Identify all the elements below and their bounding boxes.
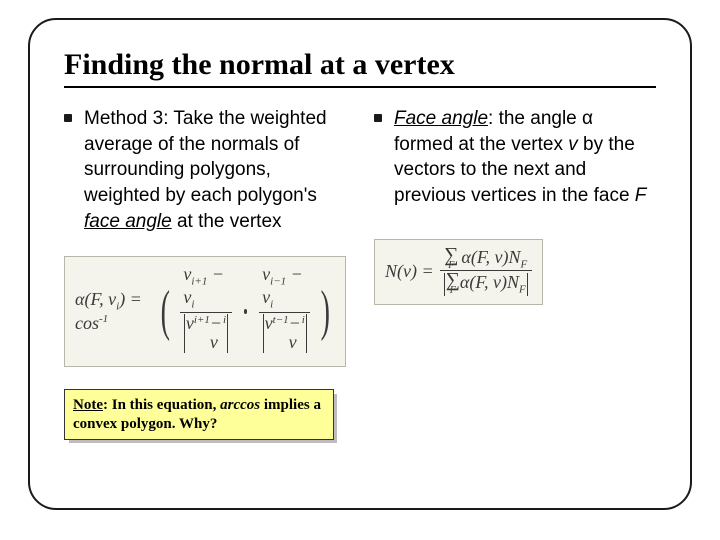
d1a: v — [186, 314, 194, 354]
note-box: Note: In this equation, arccos implies a… — [64, 389, 334, 441]
left-bullet-suffix: at the vertex — [172, 211, 282, 232]
f-sup: -1 — [99, 313, 108, 325]
dot-operator-icon — [244, 309, 248, 314]
ts: F — [521, 258, 528, 270]
right-bullet-italic: Face angle — [394, 108, 488, 129]
frac2: vi−1 − vi vt−1 − vi — [259, 265, 310, 358]
f-lhs: α(F, vi) = cos-1 — [75, 289, 150, 334]
n2as: i−1 — [270, 276, 286, 288]
right-bullet: Face angle: the angle α formed at the ve… — [374, 106, 656, 209]
r-v: v — [568, 134, 578, 155]
ta: α(F, v)N — [461, 247, 520, 267]
d2a: v — [265, 314, 273, 354]
note-pre: Note — [73, 397, 103, 413]
dta: α(F, v)N — [460, 272, 519, 292]
d2bs: i — [302, 314, 305, 354]
right-bullet-text: Face angle: the angle α formed at the ve… — [394, 106, 656, 209]
left-column: Method 3: Take the weighted average of t… — [64, 106, 346, 440]
note-it: arccos — [220, 397, 260, 413]
n2bs: i — [270, 298, 273, 310]
rf-den: ∑ F α(F, v)NF — [440, 270, 532, 296]
dts: F — [519, 284, 526, 296]
d2m: − v — [289, 314, 302, 354]
left-bullet: Method 3: Take the weighted average of t… — [64, 106, 346, 234]
right-formula-content: N(v) = ∑ F α(F, v)NF ∑ — [385, 248, 532, 296]
rf-lhs: N(v) = — [385, 261, 434, 282]
n2a: v — [262, 264, 270, 284]
content-columns: Method 3: Take the weighted average of t… — [64, 106, 656, 440]
rparen-icon: ) — [321, 289, 330, 334]
right-column: Face angle: the angle α formed at the ve… — [374, 106, 656, 440]
frac1-num: vi+1 − vi — [180, 265, 231, 311]
sig2s: F — [450, 287, 456, 294]
d1bs: i — [223, 314, 226, 354]
frac1: vi+1 − vi vi+1 − vi — [180, 265, 231, 358]
r-F: F — [635, 185, 647, 206]
d2as: t−1 — [273, 314, 289, 354]
frac2-num: vi−1 − vi — [259, 265, 310, 311]
rf-frac: ∑ F α(F, v)NF ∑ F α(F, v)NF — [440, 248, 532, 296]
n1bs: i — [191, 298, 194, 310]
d1as: i+1 — [194, 314, 210, 354]
slide-title: Finding the normal at a vertex — [64, 48, 656, 88]
left-formula: α(F, vi) = cos-1 ( vi+1 − vi vi+1 − vi — [64, 256, 346, 367]
f-args: (F, v — [84, 289, 116, 309]
frac1-den: vi+1 − vi — [180, 312, 231, 358]
left-bullet-italic: face angle — [84, 211, 172, 232]
right-formula: N(v) = ∑ F α(F, v)NF ∑ — [374, 239, 543, 305]
d1m: − v — [210, 314, 223, 354]
frac2-den: vt−1 − vi — [259, 312, 310, 358]
bullet-icon — [64, 114, 72, 122]
n1as: i+1 — [191, 276, 207, 288]
lparen-icon: ( — [160, 289, 169, 334]
left-bullet-text: Method 3: Take the weighted average of t… — [84, 106, 346, 234]
note-m1: : In this equation, — [103, 397, 220, 413]
left-formula-content: α(F, vi) = cos-1 ( vi+1 − vi vi+1 − vi — [75, 265, 335, 358]
slide-frame: Finding the normal at a vertex Method 3:… — [28, 18, 692, 510]
bullet-icon — [374, 114, 382, 122]
note-content: Note: In this equation, arccos implies a… — [64, 389, 334, 441]
rf-num: ∑ F α(F, v)NF — [441, 248, 530, 271]
left-bullet-prefix: Method 3: Take the weighted average of t… — [84, 108, 327, 206]
